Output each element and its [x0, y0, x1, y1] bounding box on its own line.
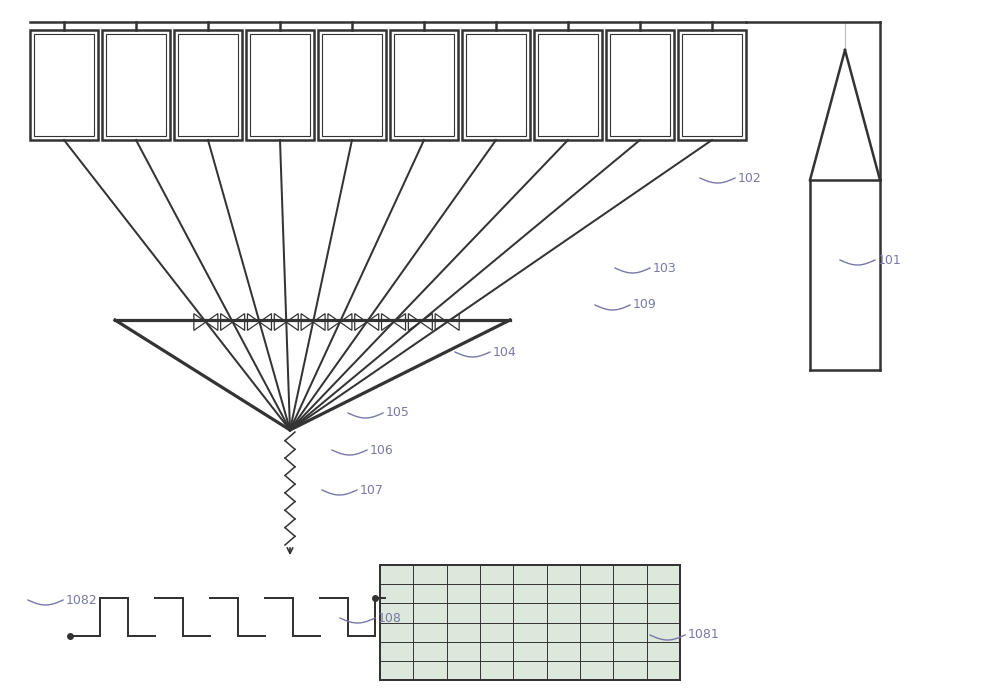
Bar — [322, 34, 382, 136]
Bar — [380, 565, 680, 680]
Bar — [178, 34, 238, 136]
Text: 109: 109 — [633, 298, 657, 311]
Bar — [682, 34, 742, 136]
Text: 104: 104 — [493, 345, 517, 358]
Bar — [610, 34, 670, 136]
Text: 102: 102 — [738, 172, 762, 185]
Bar — [250, 34, 310, 136]
Bar — [394, 34, 454, 136]
Text: 103: 103 — [653, 262, 677, 274]
Bar — [390, 30, 458, 140]
Text: 1081: 1081 — [688, 628, 720, 641]
Bar — [34, 34, 94, 136]
Bar — [106, 34, 166, 136]
Bar — [30, 30, 98, 140]
Bar — [246, 30, 314, 140]
Text: 105: 105 — [386, 407, 410, 420]
Bar — [466, 34, 526, 136]
Bar — [538, 34, 598, 136]
Bar — [462, 30, 530, 140]
Text: 107: 107 — [360, 484, 384, 497]
Bar — [318, 30, 386, 140]
Text: 108: 108 — [378, 612, 402, 624]
Text: 101: 101 — [878, 254, 902, 267]
Text: 106: 106 — [370, 444, 394, 457]
Text: 1082: 1082 — [66, 593, 98, 606]
Bar — [678, 30, 746, 140]
Bar — [174, 30, 242, 140]
Bar — [606, 30, 674, 140]
Bar — [534, 30, 602, 140]
Bar — [102, 30, 170, 140]
